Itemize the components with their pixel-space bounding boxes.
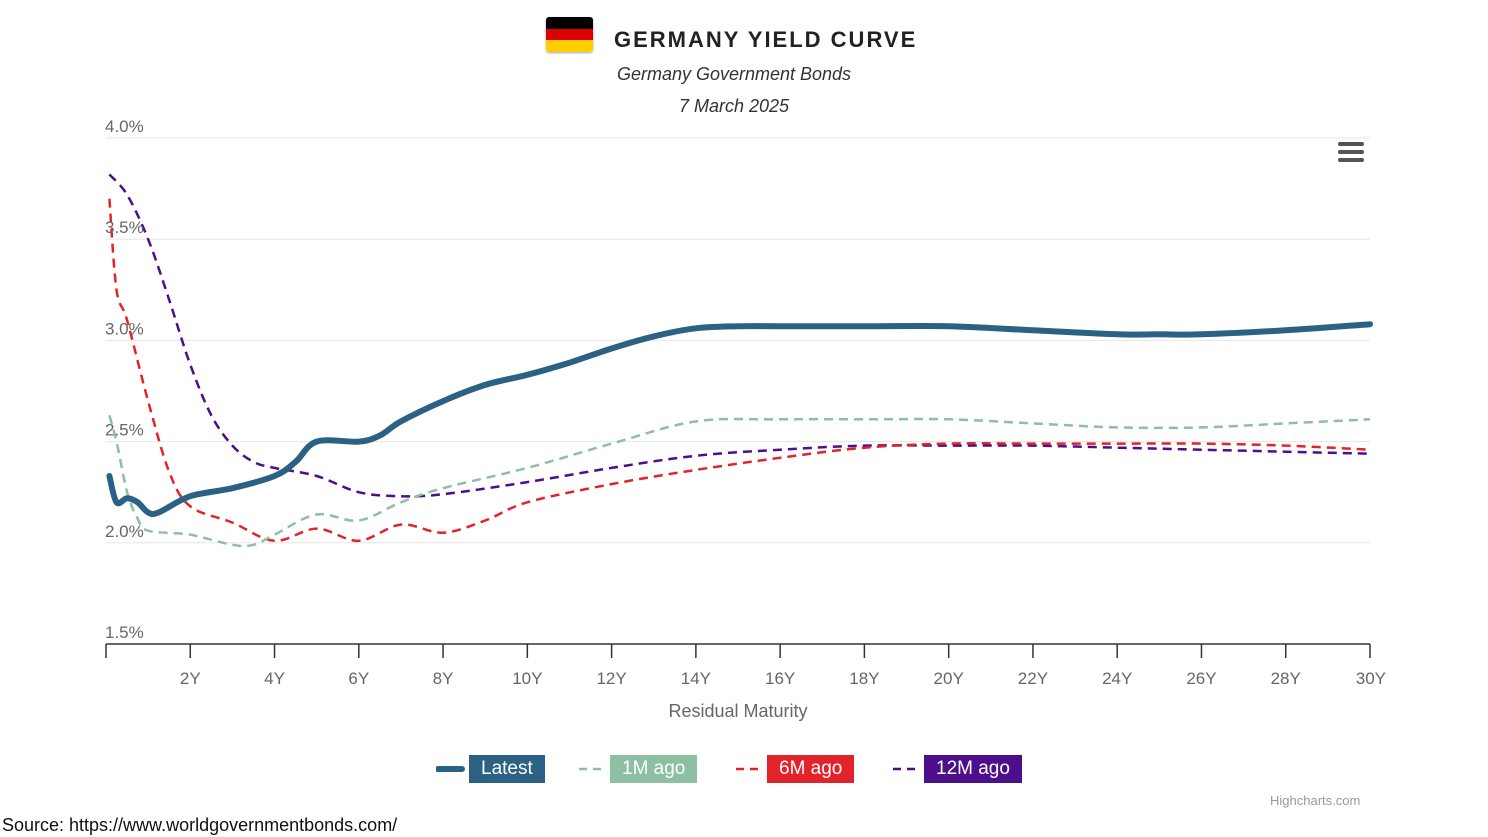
flag-stripe-red <box>546 28 593 41</box>
legend-symbol-12m-ago <box>893 767 921 771</box>
hamburger-menu-icon-bar <box>1338 150 1364 154</box>
hamburger-menu-icon <box>1338 142 1364 146</box>
chart-menu-button[interactable] <box>1336 140 1366 166</box>
series-line-1m-ago <box>108 414 1371 548</box>
chart-legend: Latest 1M ago 6M ago 12M ago <box>0 755 1468 785</box>
x-tick-label: 10Y <box>512 669 542 688</box>
legend-symbol-1m-ago <box>579 767 607 771</box>
y-tick-label: 4.0% <box>105 117 144 136</box>
series-line-latest <box>106 321 1373 518</box>
legend-symbol-latest <box>436 766 465 772</box>
x-tick-label: 14Y <box>681 669 711 688</box>
source-attribution: Source: https://www.worldgovernmentbonds… <box>2 815 398 835</box>
x-tick-label: 2Y <box>180 669 201 688</box>
y-tick-label: 2.0% <box>105 522 144 541</box>
x-tick-label: 16Y <box>765 669 795 688</box>
legend-symbol-6m-ago <box>736 767 764 771</box>
flag-stripe-gold <box>546 40 593 52</box>
legend-label-12m-ago: 12M ago <box>924 755 1022 783</box>
x-tick-label: 20Y <box>934 669 964 688</box>
x-tick-label: 30Y <box>1356 669 1386 688</box>
x-tick-label: 24Y <box>1102 669 1132 688</box>
legend-label-1m-ago: 1M ago <box>610 755 698 783</box>
y-tick-label: 3.5% <box>105 218 144 237</box>
y-tick-label: 1.5% <box>105 623 144 642</box>
y-tick-label: 3.0% <box>105 319 144 338</box>
series-line-6m-ago <box>108 198 1371 543</box>
flag-stripe-black <box>546 17 593 29</box>
axes: 1.5% 2.0% 2.5% 3.0% 3.5% 4.0% 2Y 4Y 6Y 8Y 10Y 12Y 14… <box>105 117 1386 721</box>
grid-lines <box>106 137 1370 544</box>
hamburger-menu-icon-bar <box>1338 158 1364 162</box>
chart-date: 7 March 2025 <box>678 96 790 116</box>
y-tick-label: 2.5% <box>105 421 144 440</box>
series-lines <box>106 173 1373 548</box>
x-tick-label: 4Y <box>264 669 285 688</box>
x-tick-label: 18Y <box>849 669 879 688</box>
germany-flag-icon <box>546 17 593 52</box>
legend-label-latest: Latest <box>469 755 545 783</box>
x-tick-label: 6Y <box>348 669 369 688</box>
highcharts-credits-link[interactable]: Highcharts.com <box>1270 793 1361 808</box>
x-tick-label: 8Y <box>433 669 454 688</box>
x-tick-label: 22Y <box>1018 669 1048 688</box>
chart-title: GERMANY YIELD CURVE <box>614 27 918 52</box>
x-tick-label: 12Y <box>596 669 626 688</box>
x-axis-title: Residual Maturity <box>668 701 807 721</box>
x-tick-label: 28Y <box>1271 669 1301 688</box>
x-tick-label: 26Y <box>1186 669 1216 688</box>
chart-subtitle: Germany Government Bonds <box>616 64 852 84</box>
legend-label-6m-ago: 6M ago <box>767 755 855 783</box>
